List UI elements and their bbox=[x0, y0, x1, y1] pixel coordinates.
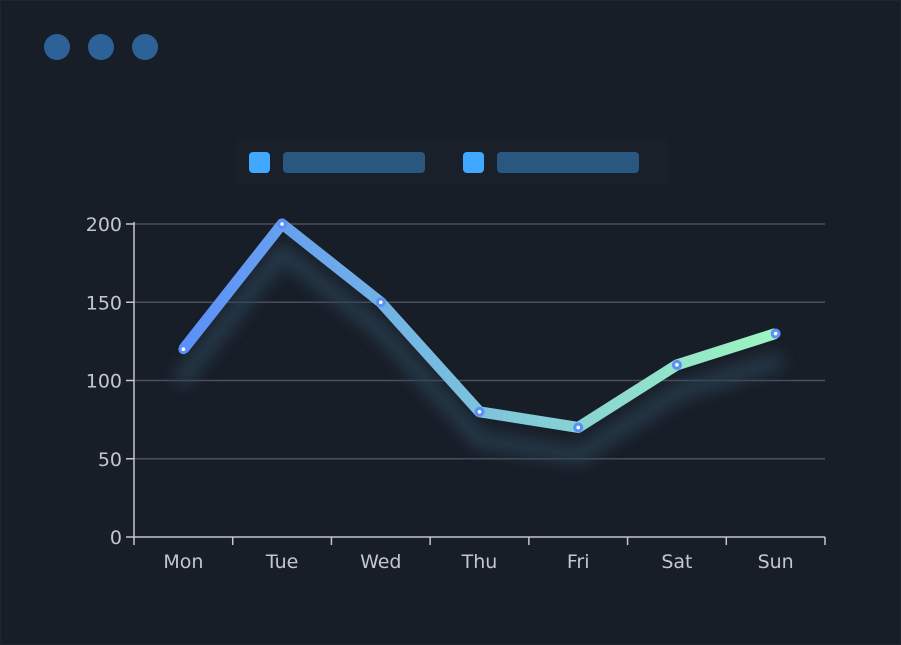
x-tick-label: Fri bbox=[567, 551, 590, 573]
legend bbox=[237, 139, 667, 185]
data-point-center bbox=[576, 425, 581, 430]
x-tick-label: Thu bbox=[461, 551, 498, 573]
x-tick-label: Mon bbox=[163, 551, 203, 573]
data-point-center bbox=[181, 347, 186, 352]
y-tick-label: 50 bbox=[98, 449, 122, 471]
x-tick-label: Wed bbox=[360, 551, 401, 573]
y-tick-label: 150 bbox=[86, 292, 122, 314]
legend-label-placeholder-1[interactable] bbox=[283, 152, 425, 173]
window-dot-2 bbox=[88, 34, 114, 60]
data-point-center bbox=[280, 222, 284, 226]
window-dot-3 bbox=[132, 34, 158, 60]
x-tick-label: Sun bbox=[758, 551, 794, 573]
data-point-center bbox=[675, 363, 679, 367]
legend-label-placeholder-2[interactable] bbox=[497, 152, 639, 173]
x-tick-label: Sat bbox=[661, 551, 692, 573]
line-shadow bbox=[175, 244, 784, 464]
legend-swatch-1[interactable] bbox=[249, 152, 270, 173]
data-point-center bbox=[378, 300, 383, 305]
data-point-center bbox=[773, 331, 778, 336]
y-tick-label: 0 bbox=[110, 527, 122, 549]
data-point-center bbox=[477, 410, 482, 414]
y-tick-label: 100 bbox=[86, 371, 122, 393]
window-dot-1 bbox=[44, 34, 70, 60]
legend-swatch-2[interactable] bbox=[463, 152, 484, 173]
y-tick-label: 200 bbox=[86, 214, 122, 236]
x-tick-label: Tue bbox=[265, 551, 298, 573]
